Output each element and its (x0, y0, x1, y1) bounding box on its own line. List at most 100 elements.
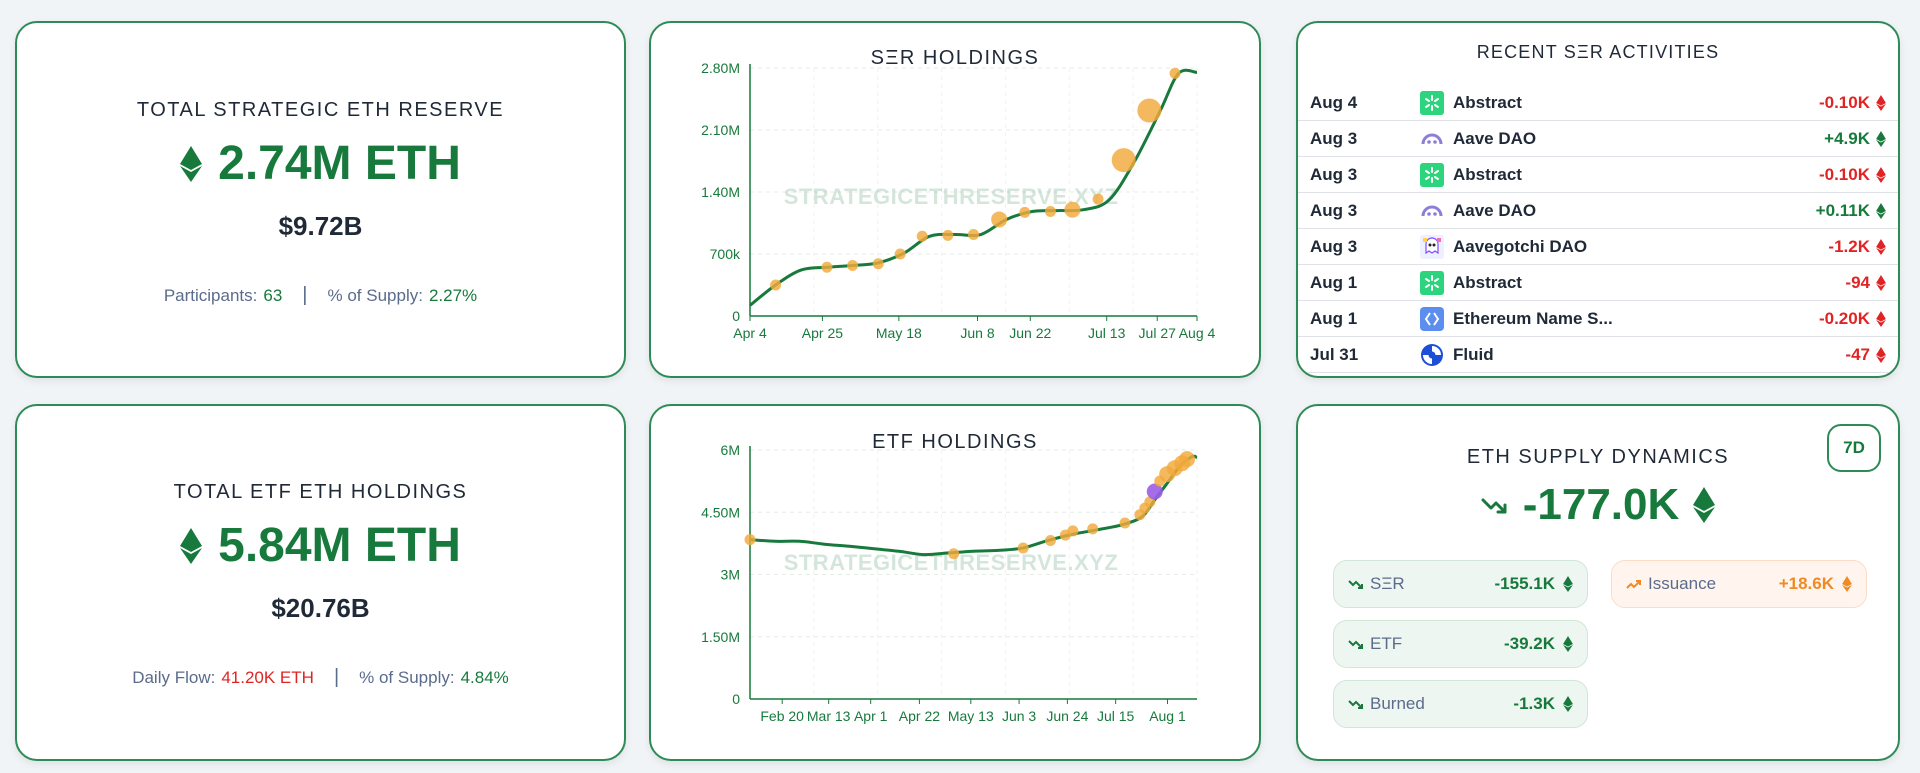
data-point-marker (1087, 523, 1099, 535)
eth-icon (1876, 202, 1886, 219)
data-point-marker (847, 260, 859, 272)
activity-date: Aug 4 (1310, 92, 1358, 112)
etf-holdings-chart-card: ETF HOLDINGS 0 1.50M 3M 4.50M 6M Feb 20 Mar 13… (649, 404, 1261, 761)
ser-reserve-meta: Participants: 63 | % of Supply: 2.27% (17, 284, 624, 307)
activity-date: Jul 31 (1310, 344, 1359, 364)
activity-row[interactable]: Aug 3 Aavegotchi DAO -1.2K (1298, 229, 1898, 265)
supply-value: 2.27% (428, 285, 478, 305)
y-tick-label: 1.50M (701, 629, 740, 645)
x-tick-label: Jun 22 (1009, 325, 1051, 341)
eth-icon (1876, 310, 1886, 327)
data-point-marker (991, 211, 1008, 228)
issuance-pill-label-wrap: Issuance (1626, 574, 1779, 594)
x-tick-label: Feb 20 (760, 708, 804, 724)
etf-holdings-usd: $20.76B (271, 593, 370, 623)
trend-down-icon (1348, 580, 1363, 589)
etf-pill-value: -39.2K (1503, 634, 1555, 653)
data-point-marker (872, 258, 884, 270)
data-point-marker (1044, 534, 1056, 546)
eth-icon (1876, 238, 1886, 255)
activity-date: Aug 3 (1310, 236, 1358, 256)
eth-icon (1876, 346, 1886, 363)
supply-label: % of Supply: (327, 285, 423, 305)
issuance-flow-pill[interactable]: Issuance +18.6K (1611, 560, 1867, 608)
trend-down-icon (1348, 700, 1363, 709)
etf-holdings-meta: Daily Flow: 41.20K ETH | % of Supply: 4.… (17, 666, 624, 689)
trend-down-icon (1481, 498, 1507, 514)
ser-flow-pill[interactable]: SΞR -155.1K (1333, 560, 1588, 608)
x-tick-label: Aug 4 (1179, 325, 1216, 341)
eth-icon (1693, 487, 1716, 523)
ser-holdings-chart[interactable]: 0 700k 1.40M 2.10M 2.80M Apr 4 Apr 25 May 18 Jun… (651, 23, 1261, 378)
data-point-marker (1137, 98, 1162, 123)
data-point-marker (1017, 542, 1029, 554)
ser-pill-label-wrap: SΞR (1348, 574, 1495, 594)
data-point-marker (821, 261, 833, 273)
y-tick-label: 0 (732, 691, 740, 707)
etf-holdings-chart[interactable]: 0 1.50M 3M 4.50M 6M Feb 20 Mar 13 Apr 1 Apr 22 Ma… (651, 406, 1261, 761)
activity-name: Aave DAO (1453, 128, 1537, 148)
activity-date: Aug 3 (1310, 200, 1358, 220)
ser-holdings-chart-card: SΞR HOLDINGS 0 700k 1.40M 2.10M 2.80M Apr 4 Ap… (649, 21, 1261, 378)
supply-value: 4.84% (460, 667, 509, 687)
data-point-marker (1044, 205, 1056, 217)
etf-pill-label: ETF (1370, 634, 1403, 653)
activity-name: Aavegotchi DAO (1453, 236, 1588, 256)
eth-icon (1876, 94, 1886, 111)
activity-row[interactable]: Aug 3 Aave DAO +4.9K (1298, 121, 1898, 157)
activity-amount: -1.2K (1828, 236, 1870, 256)
x-tick-label: Jun 3 (1002, 708, 1036, 724)
activity-date: Aug 1 (1310, 308, 1358, 328)
activities-list: Aug 4 Abstract -0.10K Aug 3 Aave DAO +4.9K Aug… (1298, 85, 1898, 373)
burned-flow-pill[interactable]: Burned -1.3K (1333, 680, 1588, 728)
data-point-marker (1146, 483, 1163, 500)
series-line (749, 454, 1198, 557)
activity-row[interactable]: Aug 1 Ethereum Name S... -0.20K (1298, 301, 1898, 337)
activity-name: Fluid (1453, 344, 1494, 364)
y-tick-label: 2.10M (701, 122, 740, 138)
y-tick-label: 4.50M (701, 504, 740, 520)
abstract-icon (1420, 270, 1444, 295)
activity-amount: -0.20K (1818, 308, 1870, 328)
activity-row[interactable]: Jul 31 Fluid -47 (1298, 337, 1898, 373)
data-point-marker (1064, 201, 1081, 218)
x-tick-label: Apr 25 (802, 325, 843, 341)
activity-name: Abstract (1453, 272, 1522, 292)
etf-flow-pill[interactable]: ETF -39.2K (1333, 620, 1588, 668)
participants-value: 63 (263, 285, 283, 305)
data-point-marker (770, 279, 782, 291)
activity-row[interactable]: Aug 1 Abstract -94 (1298, 265, 1898, 301)
data-point-marker (1019, 206, 1031, 218)
data-point-marker (1179, 451, 1196, 468)
activity-date: Aug 3 (1310, 128, 1358, 148)
daily-flow-value: 41.20K ETH (221, 667, 314, 687)
ser-reserve-title: TOTAL STRATEGIC ETH RESERVE (136, 99, 505, 121)
activity-row[interactable]: Aug 4 Abstract -0.10K (1298, 85, 1898, 121)
trend-up-icon (1626, 580, 1641, 589)
activity-row[interactable]: Aug 3 Aave DAO +0.11K (1298, 193, 1898, 229)
activity-date: Aug 3 (1310, 164, 1358, 184)
data-point-marker (1119, 517, 1131, 529)
period-7d-button[interactable]: 7D (1827, 424, 1881, 472)
etf-chart-title: ETF HOLDINGS (872, 431, 1038, 453)
activities-title: RECENT SΞR ACTIVITIES (1476, 42, 1720, 62)
supply-dynamics-title: ETH SUPPLY DYNAMICS (1466, 446, 1730, 468)
participants-label: Participants: (163, 285, 258, 305)
eth-icon (1563, 576, 1573, 592)
eth-icon (1876, 166, 1886, 183)
abstract-icon (1420, 162, 1444, 187)
activity-name: Abstract (1453, 92, 1522, 112)
activity-amount: +0.11K (1815, 200, 1870, 220)
data-point-marker (744, 534, 756, 546)
activity-name: Aave DAO (1453, 200, 1537, 220)
ser-reserve-amount-row: 2.74M ETH (17, 136, 624, 191)
aavegotchi-icon (1420, 234, 1444, 259)
data-point-marker (1111, 148, 1136, 173)
x-tick-label: Apr 1 (854, 708, 888, 724)
ser-chart-title: SΞR HOLDINGS (870, 47, 1040, 69)
activity-row[interactable]: Aug 3 Abstract -0.10K (1298, 157, 1898, 193)
aave-icon (1420, 199, 1444, 223)
activity-name: Ethereum Name S... (1453, 308, 1613, 328)
daily-flow-label: Daily Flow: (132, 667, 216, 687)
x-tick-label: May 13 (948, 708, 994, 724)
